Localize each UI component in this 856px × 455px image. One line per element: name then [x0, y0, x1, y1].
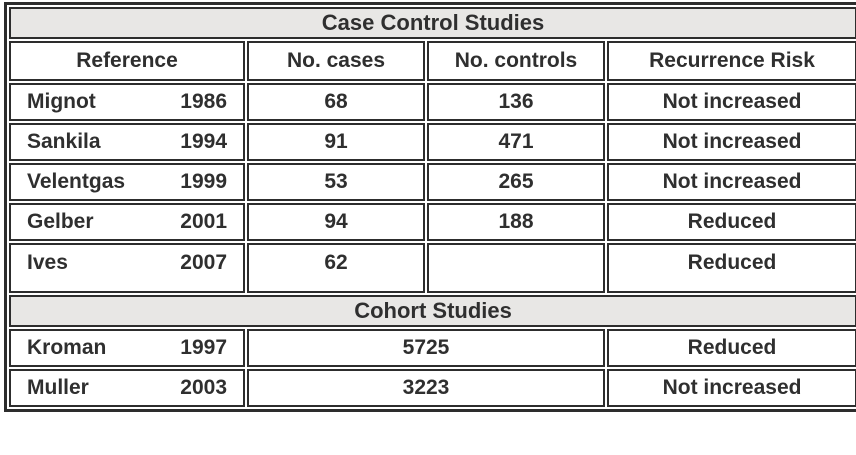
cell-risk: Not increased: [607, 163, 856, 201]
section-row-cohort: Cohort Studies: [9, 295, 856, 327]
cell-risk: Not increased: [607, 369, 856, 407]
col-header-risk: Recurrence Risk: [607, 41, 856, 81]
cell-cases: 53: [247, 163, 425, 201]
cell-reference: Gelber 2001: [9, 203, 245, 241]
cell-year: 2003: [180, 376, 227, 399]
cell-reference: Kroman 1997: [9, 329, 245, 367]
cell-author: Ives: [27, 251, 68, 274]
table-row: Sankila 1994 91 471 Not increased: [9, 123, 856, 161]
cell-reference: Muller 2003: [9, 369, 245, 407]
cell-cases: 91: [247, 123, 425, 161]
cell-reference: Mignot 1986: [9, 83, 245, 121]
cell-cases: 68: [247, 83, 425, 121]
column-header-row: Reference No. cases No. controls Recurre…: [9, 41, 856, 81]
col-header-reference: Reference: [9, 41, 245, 81]
cell-cases: 62: [247, 243, 425, 293]
cell-author: Velentgas: [27, 170, 126, 193]
cell-author: Gelber: [27, 210, 94, 233]
cell-author: Sankila: [27, 130, 101, 153]
cell-reference: Velentgas 1999: [9, 163, 245, 201]
cell-author: Kroman: [27, 336, 107, 359]
cell-year: 1986: [180, 90, 227, 113]
cell-risk: Reduced: [607, 203, 856, 241]
section-title-case-control: Case Control Studies: [9, 7, 856, 39]
cell-risk: Not increased: [607, 83, 856, 121]
section-row-case-control: Case Control Studies: [9, 7, 856, 39]
cell-risk: Reduced: [607, 243, 856, 293]
cell-year: 2001: [180, 210, 227, 233]
cell-year: 1997: [180, 336, 227, 359]
table-row: Velentgas 1999 53 265 Not increased: [9, 163, 856, 201]
cell-year: 1999: [180, 170, 227, 193]
section-title-cohort: Cohort Studies: [9, 295, 856, 327]
table-row: Muller 2003 3223 Not increased: [9, 369, 856, 407]
cell-controls: 188: [427, 203, 605, 241]
col-header-cases: No. cases: [247, 41, 425, 81]
cell-reference: Ives 2007: [9, 243, 245, 293]
table-row: Mignot 1986 68 136 Not increased: [9, 83, 856, 121]
cell-total: 3223: [247, 369, 605, 407]
table-row: Gelber 2001 94 188 Reduced: [9, 203, 856, 241]
cell-cases: 94: [247, 203, 425, 241]
cell-controls: [427, 243, 605, 293]
cell-year: 1994: [180, 130, 227, 153]
cell-risk: Reduced: [607, 329, 856, 367]
studies-table: Case Control Studies Reference No. cases…: [4, 2, 856, 412]
cell-total: 5725: [247, 329, 605, 367]
table-row: Kroman 1997 5725 Reduced: [9, 329, 856, 367]
cell-risk: Not increased: [607, 123, 856, 161]
cell-controls: 136: [427, 83, 605, 121]
cell-controls: 265: [427, 163, 605, 201]
table-row: Ives 2007 62 Reduced: [9, 243, 856, 293]
cell-author: Muller: [27, 376, 89, 399]
cell-year: 2007: [180, 251, 227, 274]
cell-reference: Sankila 1994: [9, 123, 245, 161]
cell-author: Mignot: [27, 90, 96, 113]
col-header-controls: No. controls: [427, 41, 605, 81]
cell-controls: 471: [427, 123, 605, 161]
